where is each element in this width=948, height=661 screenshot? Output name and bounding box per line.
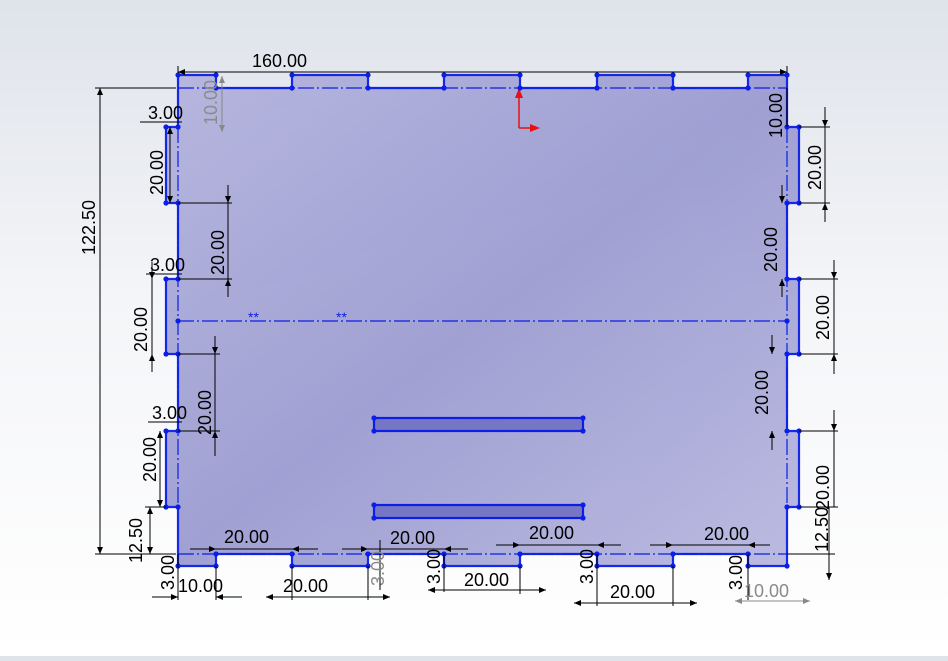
dim-left-gap-2[interactable]: 20.00 (178, 336, 220, 456)
dim-bottom-gap-3[interactable]: 20.00 (496, 523, 621, 548)
dim-bottom-tab-5-label[interactable]: 10.00 (744, 581, 789, 601)
dim-right-tab-3[interactable]: 20.00 (799, 410, 838, 510)
dim-top-left-depth-label[interactable]: 3.00 (148, 103, 183, 123)
dim-right-top-notch[interactable]: 10.00 (766, 88, 788, 138)
dim-bottom-depth-5-label[interactable]: 3.00 (726, 555, 746, 590)
dim-bottom-depth-1-label[interactable]: 3.00 (158, 555, 178, 590)
dim-bottom-depth-3[interactable]: 3.00 (424, 549, 445, 592)
dim-right-gap-2[interactable]: 20.00 (752, 335, 775, 450)
dim-bottom-tab-4[interactable]: 20.00 (574, 566, 697, 606)
dim-bottom-tab-2-label[interactable]: 20.00 (283, 576, 328, 596)
dim-bottom-tab-3-label[interactable]: 20.00 (464, 570, 509, 590)
dim-right-top-notch-label[interactable]: 10.00 (766, 93, 786, 138)
tab-base-lines (177, 87, 788, 555)
dim-overall-width[interactable]: 160.00 (177, 51, 788, 75)
dim-bottom-gap-3-label[interactable]: 20.00 (529, 523, 574, 543)
dim-bottom-gap-2-label[interactable]: 20.00 (390, 528, 435, 548)
dim-bottom-depth-3-label[interactable]: 3.00 (424, 549, 444, 584)
dim-bottom-tab-4-label[interactable]: 20.00 (610, 582, 655, 602)
dim-bottom-tab-1[interactable]: 10.00 (152, 566, 242, 600)
dim-right-tab-2[interactable]: 20.00 (799, 260, 838, 374)
dim-bottom-tab-1-label[interactable]: 10.00 (178, 576, 223, 596)
dim-left-tab-2[interactable]: 20.00 (131, 262, 155, 372)
dim-left-tab-3-depth[interactable]: 3.00 (148, 403, 187, 423)
dim-bottom-depth-1[interactable]: 3.00 (158, 554, 179, 590)
dim-right-gap-1-label[interactable]: 20.00 (761, 227, 781, 272)
dim-overall-height-label[interactable]: 122.50 (79, 200, 99, 255)
dim-right-gap-2-label[interactable]: 20.00 (752, 370, 772, 415)
dim-bottom-gap-4[interactable]: 20.00 (650, 524, 770, 548)
dim-bottom-tab-5[interactable]: 10.00 (735, 581, 810, 604)
dim-left-bottom-offset-label[interactable]: 12.50 (126, 518, 146, 563)
dim-left-tab-2-label[interactable]: 20.00 (131, 307, 151, 352)
dim-right-tab-2-label[interactable]: 20.00 (813, 295, 833, 340)
dim-left-tab-2-depth-label[interactable]: 3.00 (150, 255, 185, 275)
symmetry-mark-1: ** (248, 309, 259, 325)
dim-bottom-depth-2-label[interactable]: 3.00 (368, 551, 388, 586)
symmetry-mark-2: ** (336, 309, 347, 325)
dim-overall-width-label[interactable]: 160.00 (252, 51, 307, 71)
dim-bottom-gap-1-label[interactable]: 20.00 (224, 527, 269, 547)
dim-left-tab-1[interactable]: 20.00 (147, 127, 173, 203)
dim-bottom-tab-3[interactable]: 20.00 (428, 566, 546, 594)
dim-bottom-gap-2[interactable]: 20.00 (342, 528, 468, 552)
dim-bottom-gap-4-label[interactable]: 20.00 (704, 524, 749, 544)
dim-left-tab-1-label[interactable]: 20.00 (147, 150, 167, 195)
dim-right-bottom-offset-label[interactable]: 12.50 (812, 507, 832, 552)
dim-right-bottom-offset[interactable]: 12.50 (787, 507, 835, 580)
origin-icon (515, 88, 540, 132)
dim-right-tab-1-label[interactable]: 20.00 (805, 145, 825, 190)
dim-left-gap-1-label[interactable]: 20.00 (208, 230, 228, 275)
slot-upper[interactable] (372, 416, 585, 433)
dim-left-tab-3-depth-label[interactable]: 3.00 (152, 403, 187, 423)
dim-left-tab-3[interactable]: 20.00 (140, 431, 163, 507)
dim-bottom-depth-2[interactable]: 3.00 (368, 540, 388, 590)
dim-bottom-gap-1[interactable]: 20.00 (190, 527, 318, 552)
dim-right-gap-1[interactable]: 20.00 (761, 185, 785, 297)
dim-top-left-depth[interactable]: 3.00 (140, 103, 183, 123)
slot-lower[interactable] (372, 503, 585, 520)
dim-bottom-depth-5[interactable]: 3.00 (726, 554, 749, 600)
dim-left-gap-1[interactable]: 20.00 (178, 185, 232, 297)
dim-top-left-notch[interactable]: 10.00 (201, 76, 225, 132)
dim-bottom-tab-2[interactable]: 20.00 (266, 566, 390, 600)
dim-left-tab-3-label[interactable]: 20.00 (140, 437, 160, 482)
dim-overall-height[interactable]: 122.50 (79, 87, 176, 555)
dim-bottom-depth-4-label[interactable]: 3.00 (577, 549, 597, 584)
dim-top-left-notch-label[interactable]: 10.00 (201, 80, 221, 125)
dim-right-tab-3-label[interactable]: 20.00 (813, 465, 833, 510)
dim-right-tab-1[interactable]: 20.00 (799, 107, 830, 222)
dim-bottom-depth-4[interactable]: 3.00 (577, 549, 598, 606)
dim-left-bottom-offset[interactable]: 12.50 (126, 506, 166, 563)
dim-left-gap-2-label[interactable]: 20.00 (195, 390, 215, 435)
